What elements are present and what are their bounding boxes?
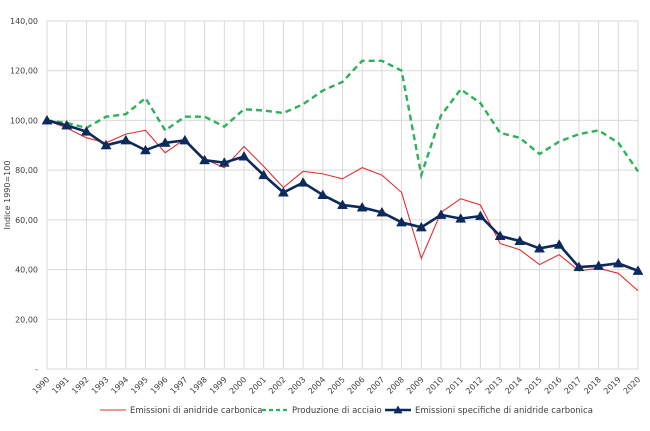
x-tick-label: 1993: [90, 375, 111, 396]
x-tick-label: 1990: [31, 375, 52, 396]
x-tick-label: 2015: [523, 375, 544, 396]
series-marker: [238, 150, 250, 161]
y-tick-label: 100,00: [10, 116, 38, 125]
series-marker: [179, 134, 191, 145]
y-tick-label: 40,00: [15, 266, 38, 275]
grid-layer: [46, 20, 639, 370]
x-tick-label: 2000: [228, 375, 249, 396]
series-marker: [396, 216, 408, 227]
x-tick-label: 1998: [188, 375, 209, 396]
x-tick-label: 1991: [50, 375, 71, 396]
series-marker: [612, 257, 624, 268]
series-marker: [199, 154, 211, 165]
y-tick-label: 60,00: [15, 216, 38, 225]
x-tick-label: 2016: [543, 375, 564, 396]
series-marker: [474, 210, 486, 221]
legend-label: Emissioni specifiche di anidride carboni…: [415, 406, 593, 416]
x-tick-label: 1996: [149, 375, 170, 396]
series-marker: [258, 169, 270, 180]
y-tick-label: -: [35, 365, 38, 374]
series-marker: [455, 213, 467, 223]
x-tick-label: 1992: [70, 375, 91, 396]
x-tick-label: 2005: [326, 375, 347, 396]
axis-layer: - 20,00 40,00 60,00 80,00 100,00 120,00 140,00 1…: [10, 17, 642, 396]
x-tick-label: 2006: [346, 375, 367, 396]
x-tick-label: 2014: [503, 375, 524, 396]
series-marker: [159, 137, 171, 147]
x-tick-label: 2017: [563, 375, 584, 396]
series-marker: [632, 265, 644, 275]
series-marker: [100, 139, 112, 150]
x-tick-label: 2020: [622, 375, 643, 396]
y-tick-label: 20,00: [15, 315, 38, 324]
series-marker: [435, 209, 447, 219]
legend-label: Emissioni di anidride carbonica: [130, 406, 262, 416]
x-tick-label: 1995: [129, 375, 150, 396]
legend: Emissioni di anidride carbonica Produzion…: [100, 405, 593, 416]
x-tick-label: 1994: [109, 375, 130, 396]
x-tick-label: 2009: [405, 375, 426, 396]
series-marker: [277, 187, 289, 197]
series-marker: [337, 199, 348, 209]
x-tick-label: 2003: [287, 375, 308, 396]
x-tick-label: 1999: [208, 375, 229, 396]
x-tick-label: 2008: [385, 375, 406, 396]
series-marker: [415, 221, 427, 232]
series-marker: [317, 189, 329, 199]
y-tick-label: 140,00: [10, 17, 38, 26]
series-marker: [494, 230, 506, 241]
x-tick-label: 1997: [169, 375, 190, 396]
x-tick-label: 2011: [444, 375, 465, 396]
series-marker: [356, 201, 368, 212]
x-tick-label: 2013: [484, 375, 505, 396]
x-tick-label: 2019: [602, 375, 623, 396]
series-marker: [376, 206, 388, 217]
series-marker: [534, 242, 545, 253]
x-tick-label: 2002: [267, 375, 288, 396]
x-tick-label: 2004: [306, 375, 327, 396]
series-marker: [120, 134, 132, 145]
series-marker: [218, 157, 230, 167]
series-marker: [514, 235, 526, 245]
y-tick-label: 120,00: [10, 67, 38, 76]
series-marker: [41, 114, 53, 125]
x-tick-label: 2018: [582, 375, 603, 396]
series-marker: [140, 144, 151, 155]
series-marker: [61, 119, 73, 130]
series-marker: [593, 260, 605, 270]
series-marker: [80, 126, 92, 136]
y-axis-label: Indice 1990=100: [3, 161, 12, 230]
x-tick-label: 2001: [247, 375, 268, 396]
x-tick-label: 2007: [366, 375, 387, 396]
series-marker: [297, 177, 309, 187]
x-tick-label: 2012: [464, 375, 485, 396]
series-layer: [41, 59, 644, 292]
series-marker: [553, 239, 565, 249]
y-tick-label: 80,00: [15, 166, 38, 175]
series-line-2: [46, 59, 639, 180]
series-marker: [573, 261, 585, 272]
series-line-1: [46, 119, 639, 292]
legend-marker: [393, 405, 403, 414]
legend-label: Produzione di acciaio: [292, 406, 382, 416]
x-tick-label: 2010: [425, 375, 446, 396]
